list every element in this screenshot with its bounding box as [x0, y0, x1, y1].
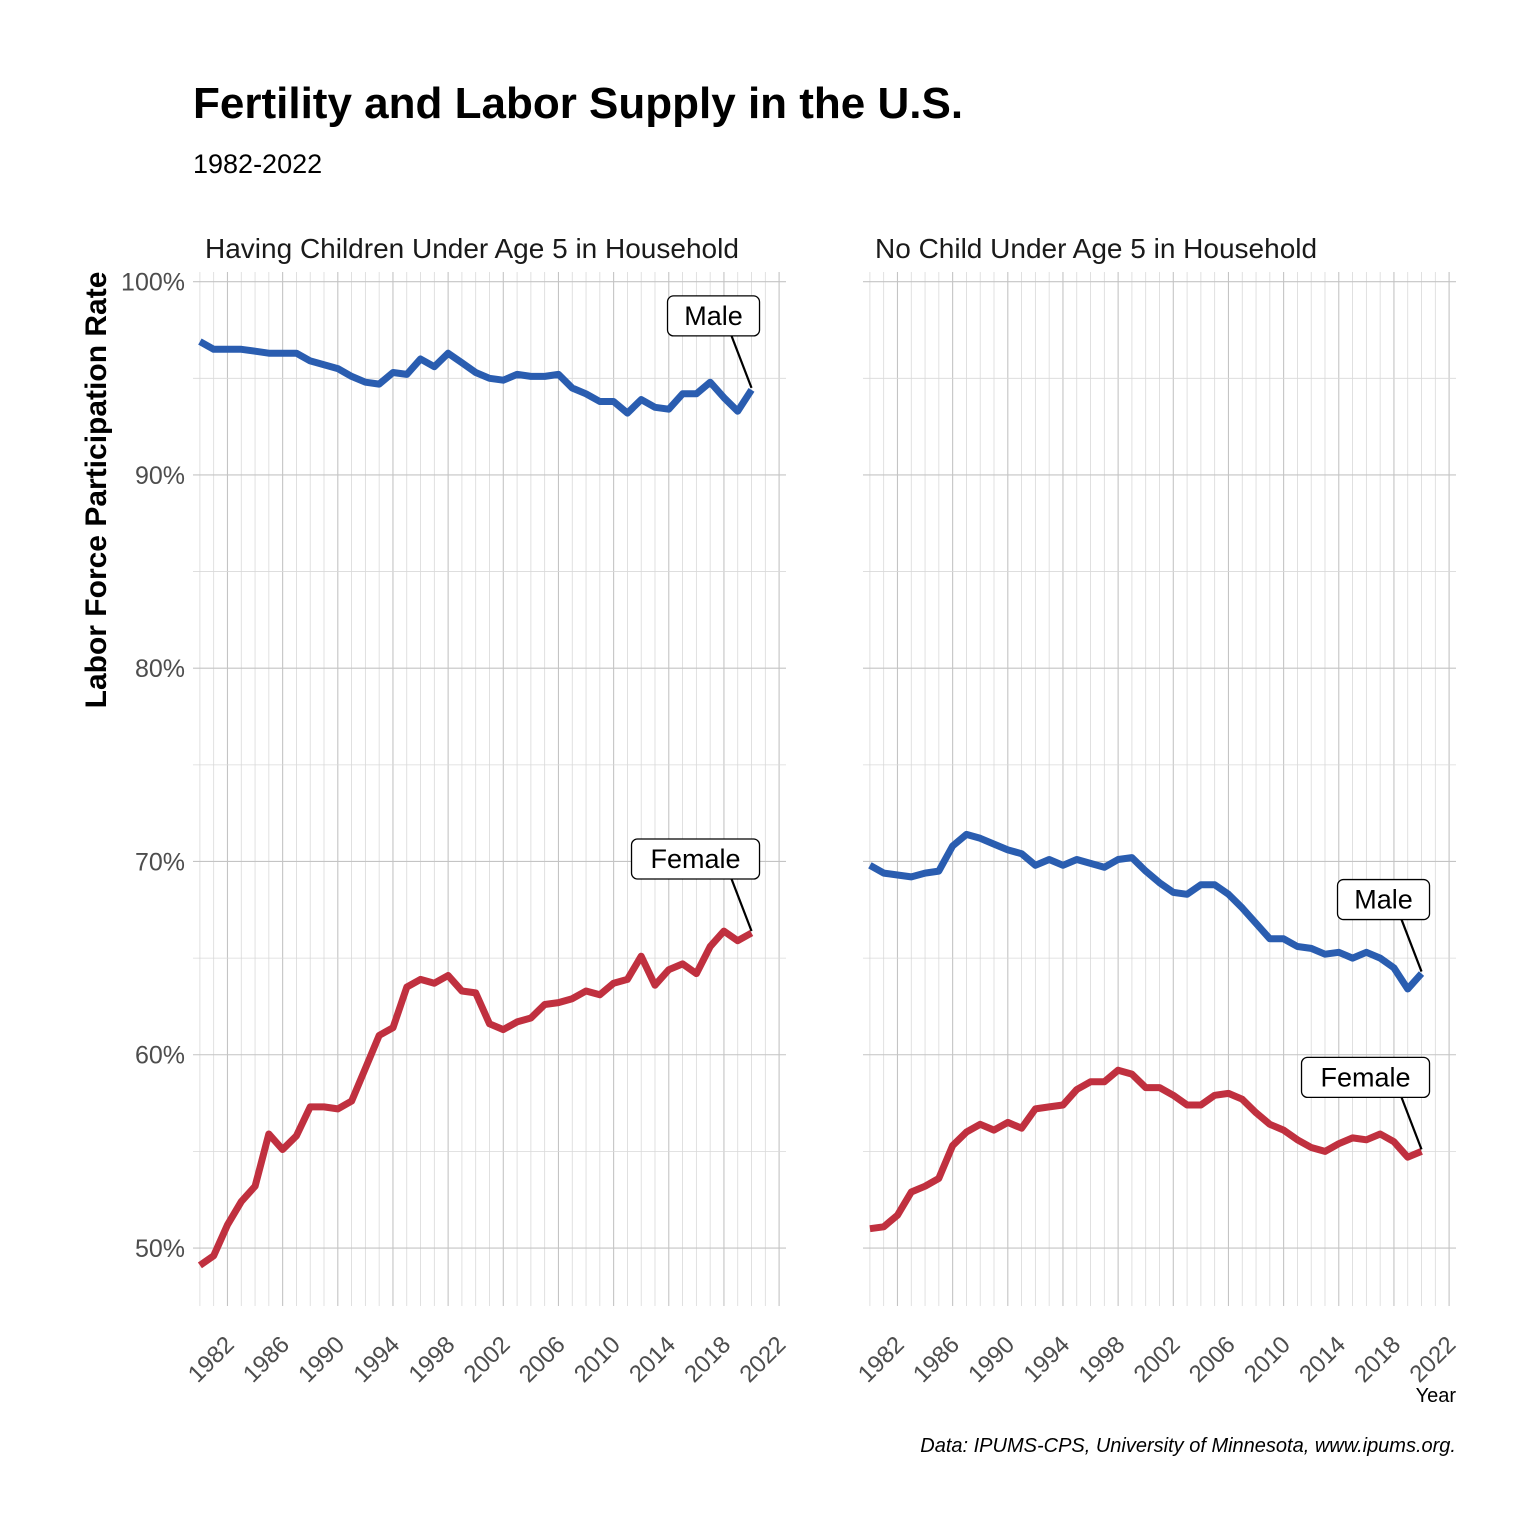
- x-tick-label: 2018: [1349, 1331, 1406, 1388]
- series-line-male: [198, 338, 755, 417]
- x-tick-label: 2010: [1239, 1331, 1296, 1388]
- label-connector: [1400, 919, 1423, 972]
- y-tick-label: 50%: [135, 1235, 185, 1263]
- series-line-female: [869, 1066, 1423, 1233]
- facet-label: No Child Under Age 5 in Household: [875, 233, 1317, 264]
- facet-label: Having Children Under Age 5 in Household: [205, 233, 739, 264]
- label-connector: [1400, 1096, 1423, 1150]
- x-tick-label: 2022: [735, 1331, 792, 1388]
- x-tick-label: 1998: [404, 1331, 461, 1388]
- facet-panels: Having Children Under Age 5 in Household…: [121, 233, 1461, 1388]
- y-tick-label: 60%: [135, 1042, 185, 1070]
- x-tick-label: 2014: [624, 1331, 681, 1388]
- x-tick-label: 2010: [569, 1331, 626, 1388]
- series-label-male: Male: [1354, 885, 1413, 915]
- y-axis-label: Labor Force Participation Rate: [80, 272, 113, 709]
- series-label-box: [1300, 1056, 1431, 1099]
- series-label-male: Male: [684, 301, 743, 331]
- series-label-box: [630, 838, 761, 880]
- y-tick-label: 70%: [135, 848, 185, 876]
- y-tick-label: 100%: [121, 269, 185, 297]
- series-label-female: Female: [1321, 1062, 1411, 1092]
- x-tick-label: 1982: [183, 1331, 240, 1388]
- chart-subtitle: 1982-2022: [193, 149, 322, 179]
- x-tick-label: 1982: [853, 1331, 910, 1388]
- x-tick-label: 1990: [293, 1331, 350, 1388]
- x-tick-label: 1994: [1018, 1331, 1075, 1388]
- x-tick-label: 1998: [1074, 1331, 1131, 1388]
- series-line-male: [868, 830, 1425, 993]
- x-tick-label: 2006: [514, 1331, 571, 1388]
- series-label-female: Female: [651, 844, 741, 874]
- panel-2: No Child Under Age 5 in Household 1982198…: [853, 233, 1461, 1388]
- chart-title: Fertility and Labor Supply in the U.S.: [193, 79, 963, 128]
- x-tick-label: 2002: [1129, 1331, 1186, 1388]
- x-tick-label: 2002: [459, 1331, 516, 1388]
- x-tick-label: 2018: [679, 1331, 736, 1388]
- data-source-caption: Data: IPUMS-CPS, University of Minnesota…: [920, 1435, 1456, 1457]
- series-label-box: [666, 295, 761, 337]
- series-line-female: [197, 927, 754, 1269]
- x-tick-label: 1990: [963, 1331, 1020, 1388]
- x-tick-label: 2006: [1184, 1331, 1241, 1388]
- x-tick-label: 1994: [348, 1331, 405, 1388]
- y-tick-label: 90%: [135, 462, 185, 490]
- x-tick-label: 2022: [1405, 1331, 1462, 1388]
- series-label-box: [1336, 878, 1431, 921]
- label-connector: [730, 878, 753, 932]
- label-connector: [730, 335, 753, 389]
- x-tick-label: 1986: [238, 1331, 295, 1388]
- x-axis-label: Year: [1416, 1385, 1457, 1407]
- panel-1: Having Children Under Age 5 in Household…: [121, 233, 791, 1388]
- x-tick-label: 1986: [908, 1331, 965, 1388]
- x-tick-label: 2014: [1294, 1331, 1351, 1388]
- y-tick-label: 80%: [135, 655, 185, 683]
